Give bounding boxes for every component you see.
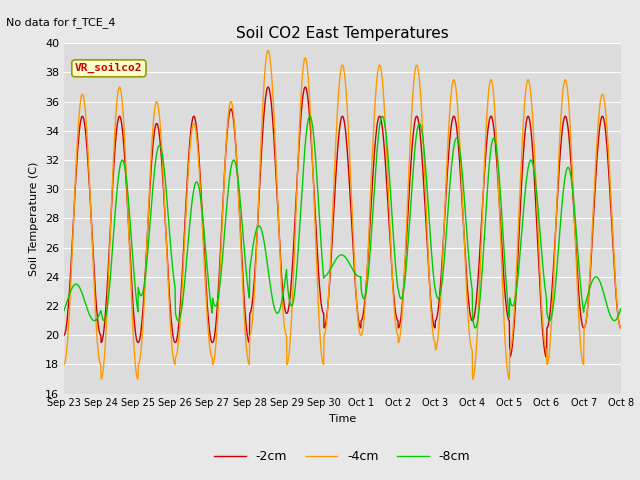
-8cm: [103, 306, 111, 312]
-8cm: [617, 306, 625, 312]
-8cm: [378, 113, 386, 119]
-8cm: [60, 308, 68, 313]
-2cm: [103, 286, 111, 292]
-8cm: [471, 325, 479, 331]
Text: No data for f_TCE_4: No data for f_TCE_4: [6, 17, 116, 28]
-8cm: [126, 214, 134, 220]
Line: -4cm: -4cm: [64, 50, 621, 379]
-2cm: [506, 354, 513, 360]
Legend: -2cm, -4cm, -8cm: -2cm, -4cm, -8cm: [209, 445, 476, 468]
Text: VR_soilco2: VR_soilco2: [75, 63, 143, 73]
-4cm: [264, 48, 272, 53]
-4cm: [104, 299, 111, 305]
-4cm: [126, 264, 134, 270]
-8cm: [296, 215, 304, 221]
-2cm: [297, 118, 305, 124]
-8cm: [308, 118, 316, 124]
Line: -8cm: -8cm: [64, 116, 621, 328]
X-axis label: Time: Time: [329, 414, 356, 424]
-8cm: [318, 251, 326, 257]
-4cm: [97, 376, 105, 382]
-2cm: [126, 246, 134, 252]
-2cm: [617, 325, 625, 331]
-4cm: [378, 71, 385, 76]
-2cm: [264, 84, 272, 90]
Y-axis label: Soil Temperature (C): Soil Temperature (C): [29, 161, 39, 276]
-8cm: [377, 116, 385, 122]
Title: Soil CO2 East Temperatures: Soil CO2 East Temperatures: [236, 25, 449, 41]
-4cm: [319, 359, 326, 364]
-2cm: [308, 154, 316, 159]
-4cm: [297, 94, 305, 100]
-4cm: [308, 158, 316, 164]
-2cm: [378, 118, 385, 123]
-2cm: [318, 307, 326, 312]
Line: -2cm: -2cm: [64, 87, 621, 357]
-2cm: [60, 332, 68, 338]
-4cm: [60, 361, 68, 367]
-4cm: [617, 325, 625, 331]
